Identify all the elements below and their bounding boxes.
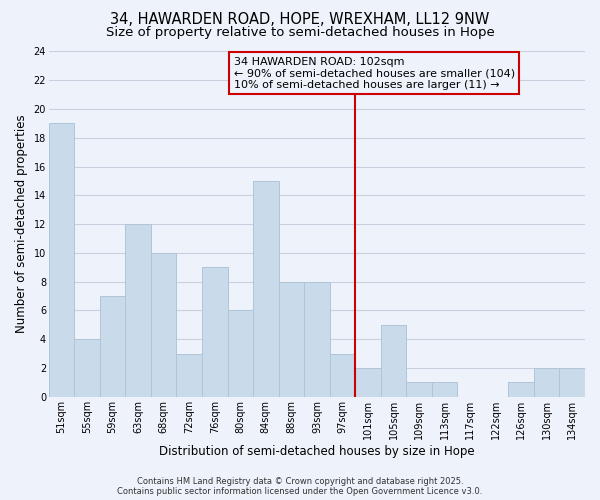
Bar [253, 181, 278, 397]
Bar [432, 382, 457, 397]
Bar [74, 339, 100, 397]
Y-axis label: Number of semi-detached properties: Number of semi-detached properties [15, 115, 28, 334]
Bar [559, 368, 585, 397]
Text: Contains HM Land Registry data © Crown copyright and database right 2025.
Contai: Contains HM Land Registry data © Crown c… [118, 476, 482, 496]
Bar [406, 382, 432, 397]
Bar [176, 354, 202, 397]
Bar [381, 325, 406, 397]
Bar [125, 224, 151, 397]
Bar [49, 124, 74, 397]
Bar [355, 368, 381, 397]
Bar [100, 296, 125, 397]
Bar [508, 382, 534, 397]
Text: 34 HAWARDEN ROAD: 102sqm
← 90% of semi-detached houses are smaller (104)
10% of : 34 HAWARDEN ROAD: 102sqm ← 90% of semi-d… [234, 56, 515, 90]
Bar [202, 268, 227, 397]
Bar [329, 354, 355, 397]
Bar [151, 253, 176, 397]
X-axis label: Distribution of semi-detached houses by size in Hope: Distribution of semi-detached houses by … [159, 444, 475, 458]
Bar [304, 282, 329, 397]
Text: Size of property relative to semi-detached houses in Hope: Size of property relative to semi-detach… [106, 26, 494, 39]
Bar [227, 310, 253, 397]
Text: 34, HAWARDEN ROAD, HOPE, WREXHAM, LL12 9NW: 34, HAWARDEN ROAD, HOPE, WREXHAM, LL12 9… [110, 12, 490, 28]
Bar [278, 282, 304, 397]
Bar [534, 368, 559, 397]
